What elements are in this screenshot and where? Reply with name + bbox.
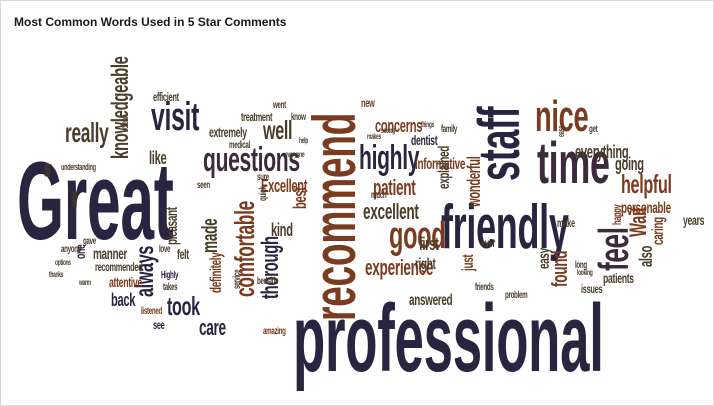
cloud-word: happy [610, 204, 624, 225]
cloud-word: patient [373, 175, 416, 200]
cloud-word: answered [409, 292, 453, 309]
cloud-word: options [55, 258, 71, 267]
cloud-word: love [159, 244, 171, 255]
cloud-word: first [419, 234, 439, 254]
cloud-word: things [421, 120, 435, 129]
cloud-word: easy [536, 248, 553, 269]
cloud-word: see [153, 318, 165, 332]
cloud-word: get [589, 124, 598, 135]
cloud-word: explained [436, 146, 453, 189]
cloud-word: Great [17, 140, 174, 263]
cloud-word: clean [120, 114, 131, 129]
cloud-word: helpful [621, 169, 672, 199]
cloud-word: understanding [61, 162, 96, 172]
cloud-word: needed [70, 191, 79, 207]
cloud-word: treatment [241, 110, 273, 124]
cloud-word: recommended [95, 260, 143, 274]
cloud-word: pleasant [164, 207, 181, 245]
cloud-word: friends [475, 282, 494, 293]
cloud-word: best [290, 187, 310, 209]
cloud-word: seen [197, 180, 210, 191]
cloud-word: warm [79, 278, 91, 287]
cloud-word: thanks [49, 270, 64, 279]
cloud-word: takes [163, 282, 178, 293]
cloud-word: right [415, 256, 436, 273]
cloud-word: informative [415, 156, 466, 173]
cloud-word: time [537, 131, 610, 196]
cloud-word: anyone [61, 244, 81, 255]
cloud-word: bedside [257, 276, 279, 287]
cloud-word: concerns [375, 116, 423, 136]
cloud-word: long [575, 260, 587, 271]
cloud-word: went [273, 100, 286, 111]
cloud-word: back [111, 290, 136, 310]
cloud-word: new [361, 96, 375, 110]
cloud-word: attentive [109, 274, 142, 290]
cloud-word: extremely [209, 124, 247, 140]
cloud-word: gave [83, 236, 96, 247]
cloud-word: years [683, 212, 705, 228]
cloud-word: ease [556, 125, 566, 137]
cloud-word: friendly [441, 193, 569, 262]
cloud-word: like [149, 148, 167, 168]
cloud-word: recommend [301, 112, 368, 322]
cloud-word: knowledgeable [107, 56, 134, 160]
cloud-word: looking [577, 268, 593, 277]
cloud-word: personable [621, 200, 671, 217]
cloud-word: manner [93, 246, 127, 263]
cloud-word: questions [203, 141, 300, 179]
cloud-word: visit [151, 95, 200, 139]
cloud-word: felt [177, 246, 189, 262]
cloud-word: highly [359, 139, 420, 177]
cloud-word: issues [581, 282, 603, 296]
cloud-word: seeing [381, 126, 395, 135]
cloud-word: Excellent [261, 176, 308, 196]
cloud-word: everything [575, 142, 629, 162]
cloud-word: sure [257, 172, 269, 183]
cloud-word: make [557, 216, 575, 230]
cloud-word: service [232, 269, 243, 289]
cloud-word: ever [481, 236, 496, 250]
cloud-word: nice [535, 92, 589, 141]
cloud-word: patients [603, 270, 634, 286]
cloud-word: good [389, 215, 446, 257]
cloud-word: professional [293, 285, 604, 392]
cloud-word: really [65, 117, 109, 148]
cloud-word: efficient [153, 90, 179, 104]
cloud-word: problem [505, 290, 528, 301]
cloud-word: makes [367, 132, 381, 141]
cloud-word: experience [365, 255, 434, 280]
cloud-word: took [167, 291, 200, 321]
cloud-word: much [371, 190, 387, 201]
cloud-word: well [263, 115, 293, 145]
cloud-word: also [636, 245, 656, 267]
cloud-word: made [197, 218, 222, 253]
cloud-word: family [441, 124, 458, 135]
cloud-word: amazing [263, 326, 286, 337]
cloud-word: wonderful [464, 156, 484, 207]
chart-title: Most Common Words Used in 5 Star Comment… [14, 15, 287, 29]
cloud-word: going [615, 154, 644, 174]
cloud-word: kind [271, 220, 293, 240]
cloud-word: just [460, 254, 477, 271]
cloud-word: away [42, 163, 53, 177]
cloud-word: care [199, 315, 226, 340]
cloud-word: quick [258, 186, 269, 201]
cloud-word: definitely [208, 252, 225, 293]
cloud-word: Highly [161, 270, 179, 281]
cloud-word: excellent [363, 199, 419, 224]
cloud-word: listened [141, 306, 162, 317]
cloud-word: know [291, 112, 306, 123]
cloud-word: everyone [285, 150, 305, 159]
cloud-word: dentist [411, 132, 438, 148]
cloud-word: help [299, 136, 308, 145]
cloud-word: caring [650, 217, 667, 245]
cloud-word: medical [229, 140, 250, 151]
cloud-word: thorough [257, 236, 284, 299]
